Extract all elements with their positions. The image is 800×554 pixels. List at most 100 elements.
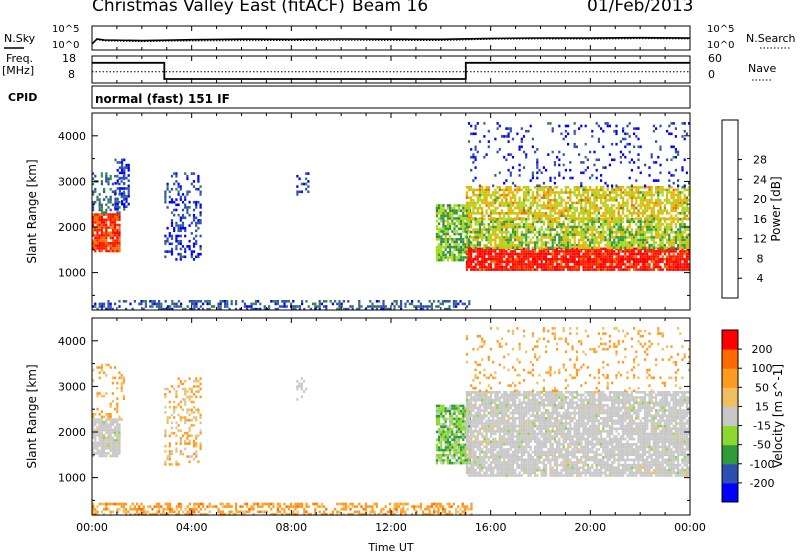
rti-cell (624, 230, 627, 234)
rti-cell (514, 212, 517, 215)
rti-cell (155, 510, 158, 514)
rti-cell (683, 158, 686, 162)
rti-cell (446, 222, 449, 225)
rti-cell (378, 513, 381, 516)
rti-cell (666, 191, 669, 194)
rti-cell (100, 394, 103, 398)
rti-cell (586, 252, 589, 256)
rti-cell (527, 214, 530, 218)
rti-cell (674, 263, 677, 266)
rti-cell (659, 223, 662, 226)
rti-cell (562, 209, 565, 212)
rti-cell (569, 243, 572, 247)
rti-cell (274, 513, 277, 516)
rti-cell (213, 305, 216, 308)
rti-cell (573, 223, 576, 226)
rti-cell (483, 217, 486, 221)
rti-cell (505, 250, 508, 253)
rti-cell (542, 181, 545, 185)
rti-cell (92, 368, 95, 372)
rti-cell (483, 250, 486, 253)
rti-cell (679, 217, 682, 221)
rti-cell (208, 502, 211, 506)
rti-cell (630, 238, 633, 242)
rti-cell (397, 502, 400, 506)
rti-cell (511, 236, 515, 239)
rti-cell (672, 268, 675, 271)
rti-cell (98, 433, 101, 437)
rti-cell (600, 179, 603, 182)
rti-cell (487, 206, 490, 210)
rti-cell (168, 442, 171, 445)
rti-cell (452, 302, 455, 306)
rti-cell (511, 260, 515, 264)
rti-cell (100, 368, 103, 372)
rti-cell (549, 212, 552, 215)
rti-cell (190, 182, 193, 186)
rti-cell (650, 250, 653, 253)
rti-cell (569, 161, 572, 164)
rti-cell (474, 206, 477, 210)
rti-cell (520, 243, 523, 247)
rti-cell (573, 225, 576, 229)
rti-cell (639, 201, 642, 205)
rti-cell (540, 220, 543, 224)
rti-cell (611, 268, 614, 271)
rti-cell (466, 258, 469, 262)
rti-cell (578, 214, 581, 218)
rti-cell (553, 191, 556, 194)
rti-cell (597, 230, 600, 234)
rti-cell (364, 510, 367, 514)
rti-cell (540, 246, 543, 250)
rti-cell (164, 190, 167, 194)
rti-cell (511, 257, 515, 261)
rti-cell (96, 441, 99, 445)
rti-cell (630, 158, 633, 162)
rti-cell (259, 307, 262, 311)
rti-cell (464, 243, 467, 246)
rti-cell (677, 204, 680, 207)
rti-cell (455, 245, 458, 249)
rti-cell (467, 220, 471, 224)
rti-cell (440, 217, 443, 220)
rti-cell (111, 392, 114, 395)
rti-cell (489, 260, 493, 264)
rti-cell (188, 434, 191, 438)
rti-cell (527, 217, 530, 220)
rti-cell (481, 206, 484, 210)
rti-cell (558, 225, 561, 229)
rti-cell (586, 214, 589, 218)
rti-cell (467, 265, 471, 269)
rti-cell (121, 176, 124, 180)
rti-cell (646, 265, 649, 269)
rti-cell (116, 241, 119, 245)
rti-cell (683, 223, 686, 226)
rti-cell (118, 439, 121, 442)
rti-cell (494, 243, 497, 247)
rti-cell (688, 186, 691, 189)
rti-cell (127, 202, 130, 206)
rti-cell (655, 257, 658, 261)
rti-cell (659, 252, 662, 256)
rti-cell (173, 408, 176, 412)
rti-cell (593, 220, 596, 224)
rti-cell (580, 201, 583, 205)
rti-cell (507, 223, 510, 226)
rti-cell (644, 212, 647, 215)
rti-cell (617, 186, 620, 189)
rti-cell (509, 233, 512, 237)
rti-cell (162, 510, 165, 514)
rti-cell (316, 502, 319, 506)
rti-cell (186, 418, 189, 422)
rti-cell (595, 260, 598, 264)
rti-cell (633, 212, 636, 215)
rti-cell (472, 209, 475, 212)
rti-cell (529, 250, 532, 253)
rti-cell (438, 248, 441, 251)
rti-cell (181, 434, 185, 438)
rti-cell (639, 260, 642, 264)
rti-cell (369, 305, 372, 308)
rti-cell (122, 510, 125, 514)
rti-cell (492, 255, 495, 258)
rti-cell (448, 300, 451, 303)
